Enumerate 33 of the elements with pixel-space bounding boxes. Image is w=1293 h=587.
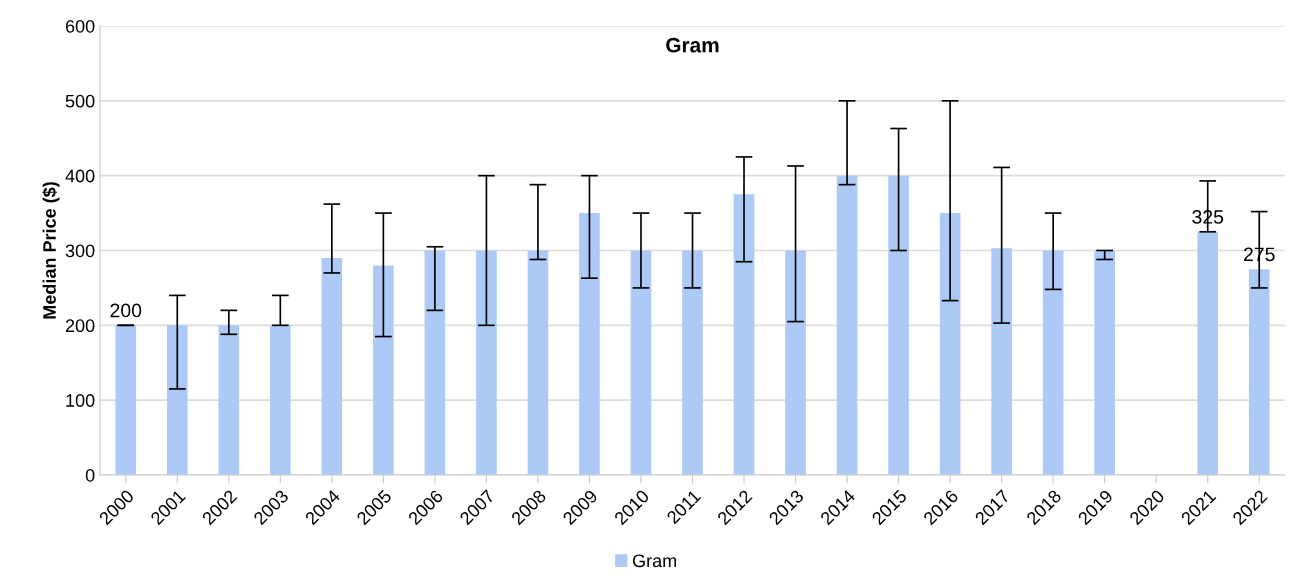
y-tick-label: 0	[85, 468, 95, 482]
bar	[991, 248, 1012, 475]
bar	[939, 213, 961, 475]
data-label: 200	[110, 303, 142, 318]
bar	[682, 250, 703, 475]
bar	[373, 265, 394, 475]
bar	[115, 325, 137, 475]
bar	[1248, 269, 1270, 475]
bar	[630, 250, 652, 475]
bar	[888, 175, 909, 475]
bar	[321, 257, 343, 475]
bar	[218, 325, 240, 475]
y-axis-title: Median Price ($)	[42, 182, 60, 319]
bar	[1094, 250, 1115, 475]
chart-title: Gram	[666, 37, 719, 53]
y-tick-label: 200	[65, 319, 95, 333]
bar	[527, 250, 549, 475]
bar	[270, 325, 291, 475]
bar	[424, 250, 446, 475]
y-tick-label: 600	[65, 19, 95, 33]
y-tick-label: 100	[66, 394, 95, 407]
bar	[476, 250, 497, 475]
y-tick-label: 300	[65, 244, 95, 258]
y-tick-label: 400	[65, 169, 95, 183]
bar	[1042, 250, 1064, 475]
y-tick-label: 500	[65, 94, 95, 108]
bar	[785, 250, 806, 475]
bar	[733, 194, 755, 475]
legend-label: Gram	[632, 554, 676, 568]
bar	[166, 325, 188, 475]
bar	[836, 175, 858, 475]
bar	[579, 213, 600, 475]
bar	[1197, 231, 1219, 475]
